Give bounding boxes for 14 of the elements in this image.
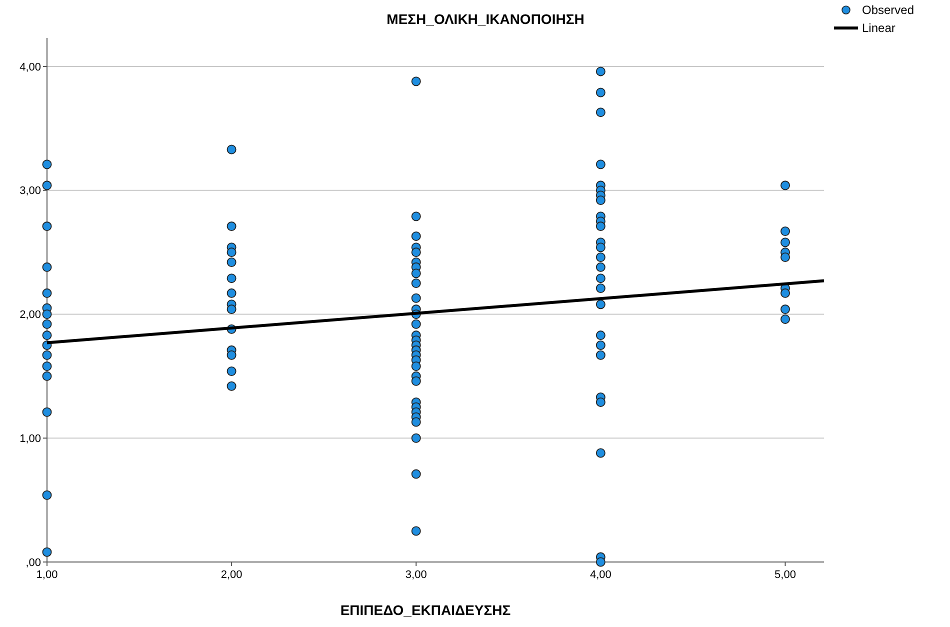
- legend-label: Linear: [862, 21, 896, 36]
- x-tick-label: 5,00: [774, 569, 796, 581]
- y-tick-label: ,00: [26, 556, 41, 569]
- y-tick-label: 4,00: [20, 61, 41, 74]
- x-axis-title: ΕΠΙΠΕΔΟ_ΕΚΠΑΙΔΕΥΣΗΣ: [340, 602, 511, 618]
- y-tick-label: 2,00: [20, 309, 41, 322]
- y-tick-label: 1,00: [20, 432, 41, 445]
- chart-title: ΜΕΣΗ_ΟΛΙΚΗ_ΙΚΑΝΟΠΟΙΗΣΗ: [386, 11, 584, 27]
- x-tick-label: 1,00: [36, 569, 58, 581]
- legend-label: Observed: [862, 3, 914, 18]
- x-tick-label: 2,00: [220, 569, 242, 581]
- x-tick-label: 4,00: [590, 569, 612, 581]
- x-tick-label: 3,00: [405, 569, 427, 581]
- y-tick-label: 3,00: [20, 185, 41, 198]
